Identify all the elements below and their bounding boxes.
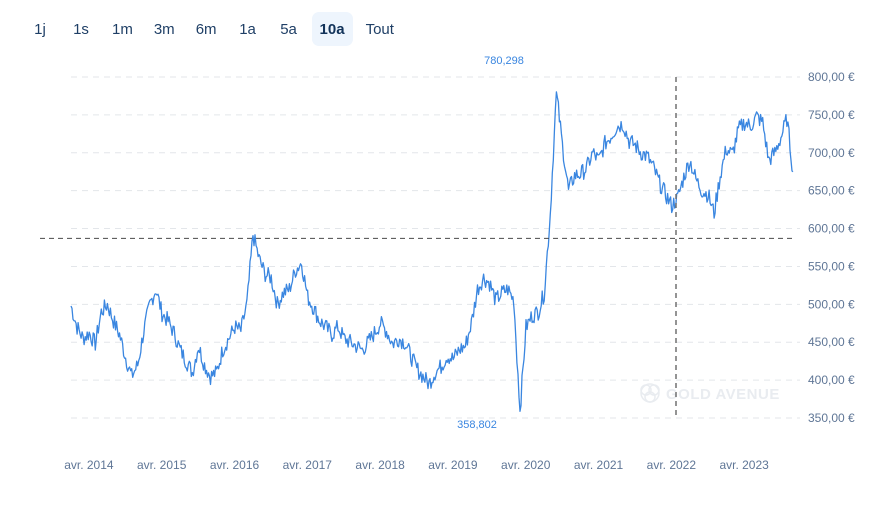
y-tick-label: 350,00 € bbox=[808, 411, 855, 425]
x-tick-label: avr. 2016 bbox=[210, 458, 260, 472]
range-button-6m[interactable]: 6m bbox=[188, 12, 225, 46]
y-tick-label: 400,00 € bbox=[808, 373, 855, 387]
x-tick-label: avr. 2021 bbox=[574, 458, 624, 472]
grid-lines bbox=[71, 76, 800, 419]
range-button-10a[interactable]: 10a bbox=[311, 12, 353, 46]
y-tick-label: 600,00 € bbox=[808, 222, 855, 236]
x-tick-label: avr. 2020 bbox=[501, 458, 551, 472]
range-button-1j[interactable]: 1j bbox=[22, 12, 58, 46]
y-tick-label: 700,00 € bbox=[808, 146, 855, 160]
range-button-1a[interactable]: 1a bbox=[230, 12, 266, 46]
gold-avenue-logo-icon bbox=[640, 383, 660, 403]
time-range-selector: 1j 1s 1m 3m 6m 1a 5a 10a Tout bbox=[22, 11, 407, 47]
range-button-1s[interactable]: 1s bbox=[63, 12, 99, 46]
x-tick-label: avr. 2014 bbox=[64, 458, 114, 472]
y-tick-label: 650,00 € bbox=[808, 184, 855, 198]
y-axis: 350,00 € 400,00 € 450,00 € 500,00 € 550,00 €… bbox=[808, 70, 855, 425]
x-axis: avr. 2014 avr. 2015 avr. 2016 avr. 2017 avr.… bbox=[64, 458, 769, 472]
range-button-tout[interactable]: Tout bbox=[358, 12, 402, 46]
y-tick-label: 500,00 € bbox=[808, 297, 855, 311]
x-tick-label: avr. 2017 bbox=[283, 458, 333, 472]
watermark: GOLD AVENUE bbox=[640, 383, 780, 403]
y-tick-label: 550,00 € bbox=[808, 259, 855, 273]
range-button-5a[interactable]: 5a bbox=[271, 12, 307, 46]
x-tick-label: avr. 2019 bbox=[428, 458, 478, 472]
price-line bbox=[70, 91, 794, 412]
range-button-3m[interactable]: 3m bbox=[146, 12, 183, 46]
x-tick-label: avr. 2022 bbox=[647, 458, 697, 472]
x-tick-label: avr. 2018 bbox=[355, 458, 405, 472]
range-button-1m[interactable]: 1m bbox=[104, 12, 141, 46]
watermark-text: GOLD AVENUE bbox=[666, 386, 780, 403]
x-tick-label: avr. 2023 bbox=[719, 458, 769, 472]
y-tick-label: 450,00 € bbox=[808, 335, 855, 349]
y-tick-label: 800,00 € bbox=[808, 70, 855, 84]
min-value-label: 358,802 bbox=[457, 419, 497, 431]
x-tick-label: avr. 2015 bbox=[137, 458, 187, 472]
max-value-label: 780,298 bbox=[484, 55, 524, 67]
y-tick-label: 750,00 € bbox=[808, 108, 855, 122]
